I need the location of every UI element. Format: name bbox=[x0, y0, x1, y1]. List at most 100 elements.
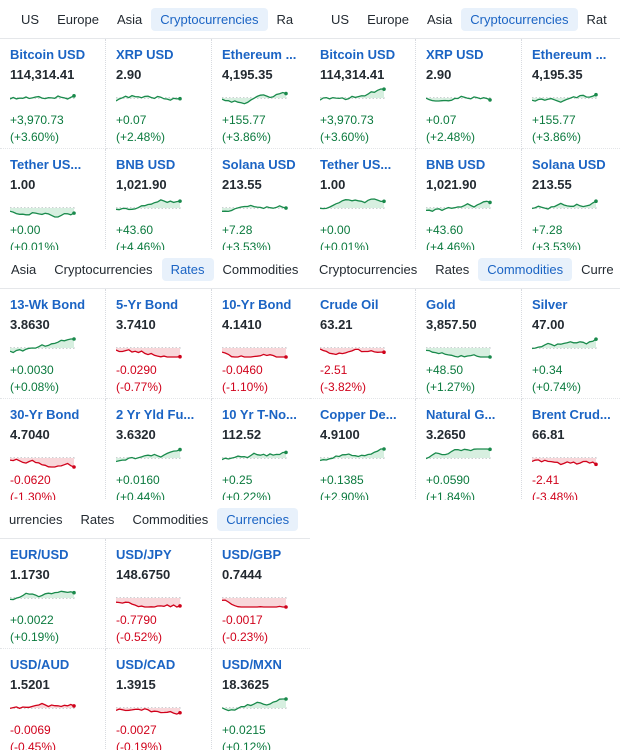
quote-tile[interactable]: USD/GBP 0.7444 -0.0017 (-0.23%) bbox=[212, 539, 310, 649]
tab[interactable]: Cryptocurrencies bbox=[54, 261, 153, 277]
quote-tile[interactable]: XRP USD 2.90 +0.07 (+2.48%) bbox=[416, 39, 522, 149]
market-panel: Cryptocurrencies Rates Commodities Curre Cru… bbox=[310, 250, 620, 500]
sparkline-part bbox=[382, 447, 386, 451]
percent-change: (+0.01%) bbox=[10, 240, 60, 250]
tab[interactable]: Asia bbox=[426, 11, 453, 27]
quote-tile[interactable]: Brent Crud... 66.81 -2.41 (-3.48%) bbox=[522, 399, 620, 500]
quote-tile[interactable]: 30-Yr Bond 4.7040 -0.0620 (-1.30%) bbox=[0, 399, 106, 500]
tab[interactable]: Currencies bbox=[217, 507, 299, 531]
symbol-name: USD/MXN bbox=[222, 657, 282, 672]
percent-change: (+2.48%) bbox=[116, 130, 166, 144]
tab[interactable]: Cryptocurrencies bbox=[461, 7, 578, 31]
sparkline-part bbox=[10, 703, 74, 709]
quote-tile[interactable]: Gold 3,857.50 +48.50 (+1.27%) bbox=[416, 289, 522, 399]
quote-tile[interactable]: 10-Yr Bond 4.1410 -0.0460 (-1.10%) bbox=[212, 289, 310, 399]
sparkline-part bbox=[382, 350, 386, 355]
quote-tile[interactable]: Bitcoin USD 114,314.41 +3,970.73 (+3.60%) bbox=[310, 39, 416, 149]
symbol-name: EUR/USD bbox=[10, 547, 69, 562]
tab-bar: Asia Cryptocurrencies Rates Commodities bbox=[0, 250, 310, 289]
tab[interactable]: Commodities bbox=[132, 511, 209, 527]
quote-tile[interactable]: USD/MXN 18.3625 +0.0215 (+0.12%) bbox=[212, 649, 310, 750]
quote-tile[interactable]: Natural G... 3.2650 +0.0590 (+1.84%) bbox=[416, 399, 522, 500]
tab[interactable]: urrencies bbox=[9, 511, 63, 527]
sparkline-part bbox=[116, 708, 181, 715]
percent-change: (+4.46%) bbox=[426, 240, 476, 250]
quote-tile[interactable]: 5-Yr Bond 3.7410 -0.0290 (-0.77%) bbox=[106, 289, 212, 399]
tab[interactable]: Commodities bbox=[222, 261, 299, 277]
tab[interactable]: Europe bbox=[57, 11, 99, 27]
price: 4.9100 bbox=[320, 427, 360, 442]
tab[interactable]: Rates bbox=[161, 257, 214, 281]
tab[interactable]: Europe bbox=[367, 11, 409, 27]
symbol-name: 13-Wk Bond bbox=[10, 297, 86, 312]
sparkline bbox=[532, 337, 598, 350]
sparkline-part bbox=[222, 91, 287, 105]
quote-tile[interactable]: 13-Wk Bond 3.8630 +0.0030 (+0.08%) bbox=[0, 289, 106, 399]
price: 114,314.41 bbox=[10, 67, 75, 82]
change: -2.51 bbox=[320, 363, 348, 377]
tab[interactable]: Commodities bbox=[478, 257, 573, 281]
tab[interactable]: Ra bbox=[276, 11, 294, 27]
change: -0.0069 bbox=[10, 723, 51, 737]
sparkline-part bbox=[532, 338, 597, 350]
price: 18.3625 bbox=[222, 677, 269, 692]
sparkline-part bbox=[222, 348, 286, 357]
price: 3.2650 bbox=[426, 427, 466, 442]
change: +0.00 bbox=[320, 223, 351, 237]
tab[interactable]: Cryptocurrencies bbox=[319, 261, 418, 277]
sparkline-part bbox=[426, 349, 490, 358]
sparkline-part bbox=[116, 601, 181, 608]
sparkline bbox=[10, 590, 76, 601]
symbol-name: Silver bbox=[532, 297, 568, 312]
tab-bar: urrencies Rates Commodities Currencies bbox=[0, 500, 310, 539]
tab[interactable]: Curre bbox=[581, 261, 614, 277]
sparkline-part bbox=[284, 450, 288, 455]
quote-tile[interactable]: Crude Oil 63.21 -2.51 (-3.82%) bbox=[310, 289, 416, 399]
tab[interactable]: Asia bbox=[116, 11, 143, 27]
sparkline-part bbox=[116, 448, 181, 463]
tab[interactable]: Cryptocurrencies bbox=[151, 7, 268, 31]
quote-tile[interactable]: XRP USD 2.90 +0.07 (+2.48%) bbox=[106, 39, 212, 149]
quote-tile[interactable]: Silver 47.00 +0.34 (+0.74%) bbox=[522, 289, 620, 399]
quote-tile[interactable]: EUR/USD 1.1730 +0.0022 (+0.19%) bbox=[0, 539, 106, 649]
quote-tile[interactable]: BNB USD 1,021.90 +43.60 (+4.46%) bbox=[416, 149, 522, 250]
quote-tile[interactable]: 10 Yr T-No... 112.52 +0.25 (+0.22%) bbox=[212, 399, 310, 500]
sparkline-part bbox=[222, 351, 286, 358]
quote-tile[interactable]: Ethereum ... 4,195.35 +155.77 (+3.86%) bbox=[212, 39, 310, 149]
quote-tile[interactable]: USD/JPY 148.6750 -0.7790 (-0.52%) bbox=[106, 539, 212, 649]
change: -0.0620 bbox=[10, 473, 51, 487]
tab[interactable]: US bbox=[21, 11, 40, 27]
sparkline bbox=[116, 94, 182, 102]
quote-tile[interactable]: USD/AUD 1.5201 -0.0069 (-0.45%) bbox=[0, 649, 106, 750]
quote-tile[interactable]: Copper De... 4.9100 +0.1385 (+2.90%) bbox=[310, 399, 416, 500]
sparkline-part bbox=[222, 598, 286, 607]
sparkline-part bbox=[488, 447, 492, 452]
quote-tile[interactable]: Tether US... 1.00 +0.00 (+0.01%) bbox=[310, 149, 416, 250]
symbol-name: Copper De... bbox=[320, 407, 397, 422]
sparkline-part bbox=[72, 337, 76, 341]
sparkline-part bbox=[320, 448, 384, 462]
sparkline bbox=[532, 199, 598, 210]
quote-tile[interactable]: Bitcoin USD 114,314.41 +3,970.73 (+3.60%) bbox=[0, 39, 106, 149]
symbol-name: Natural G... bbox=[426, 407, 496, 422]
quote-tile[interactable]: USD/CAD 1.3915 -0.0027 (-0.19%) bbox=[106, 649, 212, 750]
sparkline-part bbox=[284, 355, 288, 359]
quote-tile[interactable]: BNB USD 1,021.90 +43.60 (+4.46%) bbox=[106, 149, 212, 250]
sparkline-part bbox=[320, 89, 384, 101]
tab[interactable]: Rat bbox=[586, 11, 607, 27]
price: 1,021.90 bbox=[426, 177, 477, 192]
tab[interactable]: Rates bbox=[80, 511, 115, 527]
quote-tile[interactable]: Solana USD 213.55 +7.28 (+3.53%) bbox=[522, 149, 620, 250]
tab[interactable]: Rates bbox=[435, 261, 470, 277]
sparkline-part bbox=[284, 605, 288, 609]
quote-tile[interactable]: 2 Yr Yld Fu... 3.6320 +0.0160 (+0.44%) bbox=[106, 399, 212, 500]
tab[interactable]: US bbox=[331, 11, 350, 27]
price: 4.1410 bbox=[222, 317, 262, 332]
quote-tile[interactable]: Ethereum ... 4,195.35 +155.77 (+3.86%) bbox=[522, 39, 620, 149]
symbol-name: 2 Yr Yld Fu... bbox=[116, 407, 195, 422]
price: 1.5201 bbox=[10, 677, 50, 692]
sparkline-part bbox=[594, 462, 598, 467]
tab[interactable]: Asia bbox=[11, 261, 37, 277]
quote-tile[interactable]: Tether US... 1.00 +0.00 (+0.01%) bbox=[0, 149, 106, 250]
quote-tile[interactable]: Solana USD 213.55 +7.28 (+3.53%) bbox=[212, 149, 310, 250]
